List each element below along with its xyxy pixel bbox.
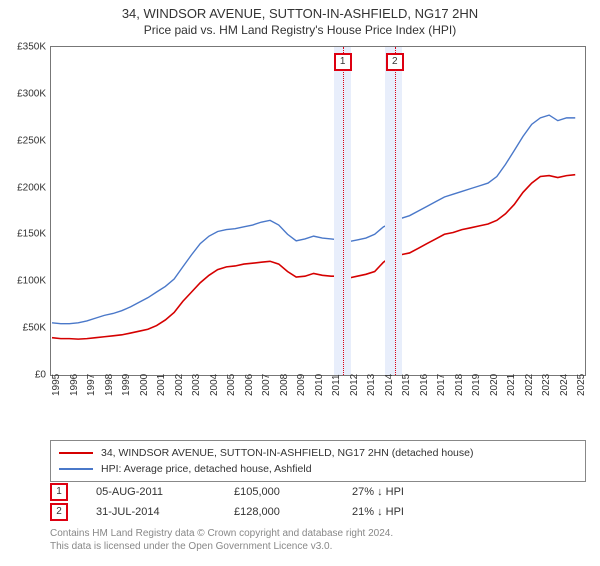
chart-container: 34, WINDSOR AVENUE, SUTTON-IN-ASHFIELD, … (0, 6, 600, 566)
legend-label: HPI: Average price, detached house, Ashf… (101, 463, 312, 475)
legend-swatch (59, 452, 93, 454)
y-tick-label: £200K (0, 182, 46, 193)
y-tick-label: £50K (0, 323, 46, 334)
sale-hpi-diff: 21% ↓ HPI (352, 506, 442, 518)
sale-index-marker: 2 (50, 503, 68, 521)
plot-area: 12 (50, 46, 586, 376)
y-tick-label: £250K (0, 135, 46, 146)
sale-hpi-diff: 27% ↓ HPI (352, 486, 442, 498)
sale-highlight-band (385, 47, 403, 375)
chart-area: 12 £0£50K£100K£150K£200K£250K£300K£350K1… (0, 46, 600, 406)
y-tick-label: £300K (0, 88, 46, 99)
legend-swatch (59, 468, 93, 470)
sale-marker-line (395, 47, 396, 375)
legend-item: 34, WINDSOR AVENUE, SUTTON-IN-ASHFIELD, … (59, 445, 577, 461)
sale-price: £105,000 (234, 486, 324, 498)
y-tick-label: £100K (0, 276, 46, 287)
sale-callout-1: 1 (334, 53, 352, 71)
line-plot-svg (51, 47, 585, 375)
sale-marker-line (343, 47, 344, 375)
footer-line-2: This data is licensed under the Open Gov… (50, 541, 586, 554)
chart-subtitle: Price paid vs. HM Land Registry's House … (0, 23, 600, 37)
x-tick-label: 2025 (576, 374, 600, 396)
sale-date: 05-AUG-2011 (96, 486, 206, 498)
y-tick-label: £150K (0, 229, 46, 240)
legend: 34, WINDSOR AVENUE, SUTTON-IN-ASHFIELD, … (50, 440, 586, 482)
series-property (52, 175, 575, 339)
y-tick-label: £350K (0, 42, 46, 53)
chart-title: 34, WINDSOR AVENUE, SUTTON-IN-ASHFIELD, … (0, 6, 600, 21)
sale-callout-2: 2 (386, 53, 404, 71)
sale-date: 31-JUL-2014 (96, 506, 206, 518)
sale-row: 2 31-JUL-2014 £128,000 21% ↓ HPI (50, 502, 586, 522)
legend-item: HPI: Average price, detached house, Ashf… (59, 461, 577, 477)
sale-index-marker: 1 (50, 483, 68, 501)
sale-row: 1 05-AUG-2011 £105,000 27% ↓ HPI (50, 482, 586, 502)
footer-attribution: Contains HM Land Registry data © Crown c… (50, 528, 586, 553)
sale-price: £128,000 (234, 506, 324, 518)
footer-line-1: Contains HM Land Registry data © Crown c… (50, 528, 586, 541)
series-hpi (52, 115, 575, 324)
sales-table: 1 05-AUG-2011 £105,000 27% ↓ HPI 2 31-JUL-201… (50, 482, 586, 522)
y-tick-label: £0 (0, 370, 46, 381)
legend-label: 34, WINDSOR AVENUE, SUTTON-IN-ASHFIELD, … (101, 447, 473, 459)
